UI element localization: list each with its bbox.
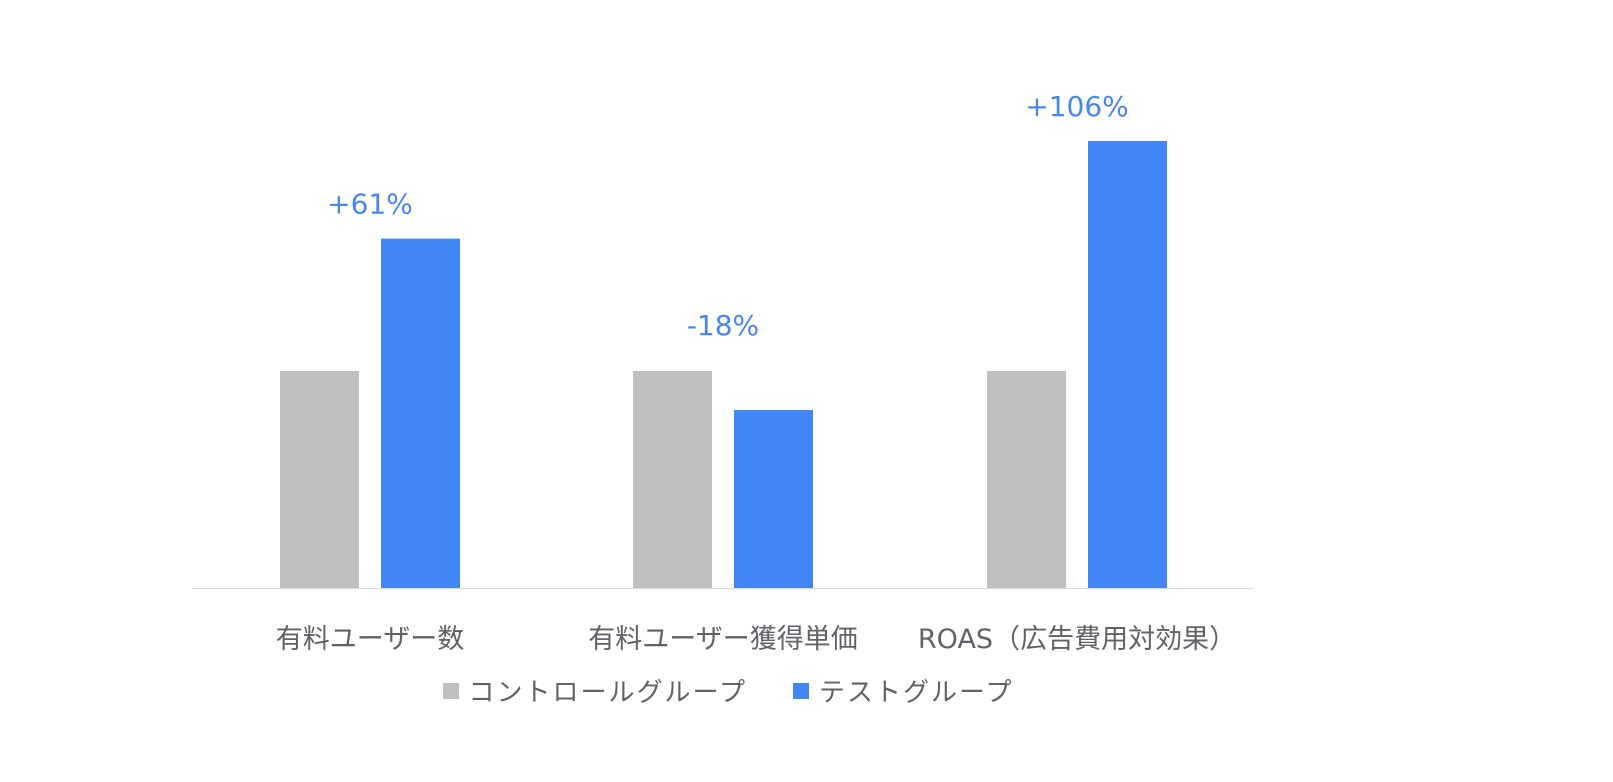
- bars-group: [280, 140, 1167, 589]
- category-label-2: ROAS（広告費用対効果）: [918, 624, 1236, 655]
- bar-control-0: [280, 371, 359, 588]
- category-label-0: 有料ユーザー数: [276, 624, 464, 655]
- legend: コントロールグループ テストグループ: [0, 672, 1456, 709]
- legend-item-test: テストグループ: [793, 672, 1013, 709]
- legend-label-control: コントロールグループ: [468, 678, 747, 708]
- bar-test-1: [734, 410, 813, 588]
- legend-swatch-test: [793, 682, 809, 699]
- data-label-0: +61%: [327, 188, 413, 221]
- legend-swatch-control: [442, 682, 459, 699]
- bar-control-1: [633, 371, 712, 588]
- bar-test-2: [1088, 140, 1167, 589]
- data-labels-group: +61% -18% +106%: [327, 90, 1129, 342]
- bar-control-2: [987, 371, 1066, 588]
- legend-item-control: コントロールグループ: [442, 672, 747, 709]
- category-labels-group: 有料ユーザー数 有料ユーザー獲得単価 ROAS（広告費用対効果）: [276, 624, 1236, 655]
- legend-label-test: テストグループ: [819, 678, 1014, 708]
- category-label-1: 有料ユーザー獲得単価: [588, 624, 857, 655]
- bar-test-0: [381, 238, 460, 588]
- data-label-2: +106%: [1025, 90, 1129, 123]
- data-label-1: -18%: [687, 309, 759, 342]
